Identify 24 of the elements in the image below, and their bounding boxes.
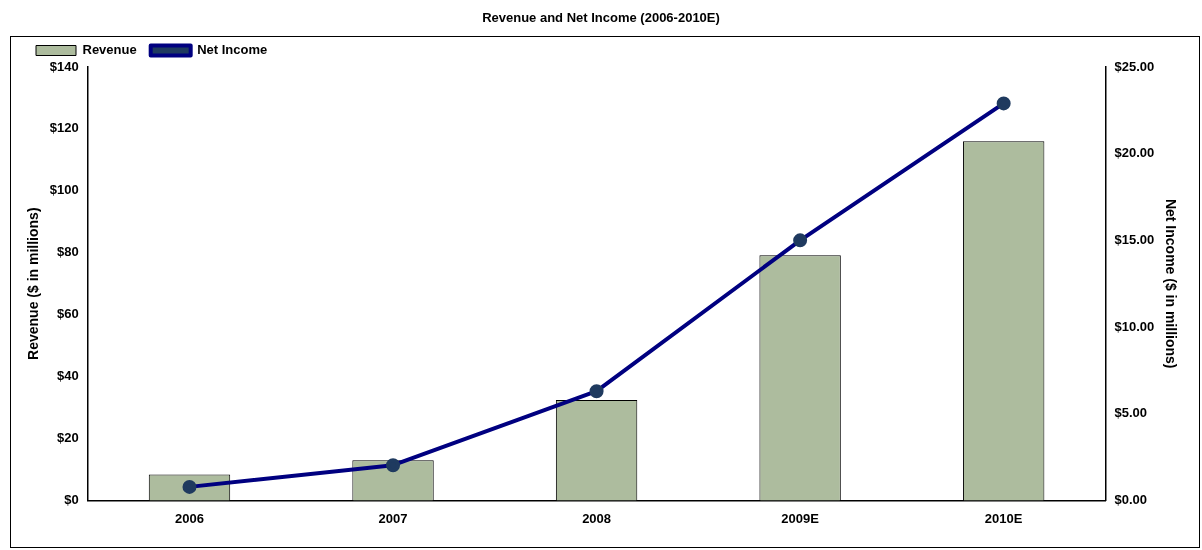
y2-tick-label: $10.00: [1114, 318, 1155, 334]
y2-tick-label: $0.00: [1114, 491, 1147, 507]
y-tick-label: $100: [49, 182, 79, 198]
x-tick-label: 2006: [175, 510, 204, 526]
x-tick-label: 2008: [582, 510, 612, 526]
y-tick-label: $140: [49, 58, 79, 74]
y2-tick-label: $20.00: [1114, 145, 1155, 161]
y-tick-label: $20: [57, 430, 79, 446]
y-tick-label: $40: [57, 368, 79, 384]
legend-label: Net Income: [197, 42, 268, 58]
y2-axis-title: Net Income ($ in millions): [1162, 198, 1179, 369]
x-tick-label: 2010E: [984, 510, 1023, 526]
y-axis-title: Revenue ($ in millions): [25, 207, 42, 360]
chart-title: Revenue and Net Income (2006-2010E): [481, 10, 721, 25]
x-tick-label: 2009E: [781, 510, 820, 526]
y-tick-label: $0: [64, 491, 79, 507]
y-tick-label: $120: [49, 120, 79, 136]
legend-label: Revenue: [82, 42, 137, 58]
y2-tick-label: $25.00: [1114, 58, 1155, 74]
y-tick-label: $80: [57, 244, 79, 260]
y-tick-label: $60: [57, 306, 79, 322]
y2-tick-label: $15.00: [1114, 231, 1155, 247]
x-tick-label: 2007: [378, 510, 408, 526]
y2-tick-label: $5.00: [1114, 405, 1147, 421]
